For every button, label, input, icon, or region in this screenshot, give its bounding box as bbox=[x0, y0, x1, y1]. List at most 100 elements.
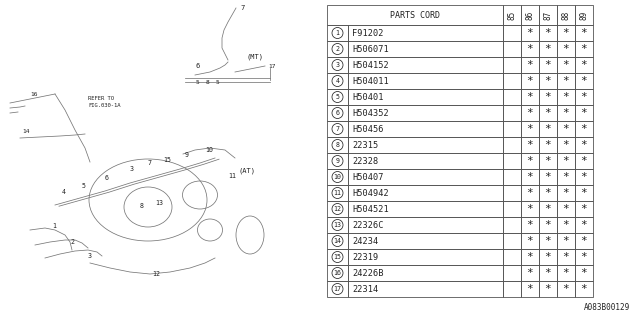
Bar bbox=[327, 169, 348, 185]
Text: 11: 11 bbox=[228, 173, 236, 179]
Bar bbox=[327, 25, 348, 41]
Text: 7: 7 bbox=[240, 5, 244, 11]
Text: *: * bbox=[563, 156, 570, 166]
Text: *: * bbox=[545, 284, 552, 294]
Text: *: * bbox=[527, 44, 533, 54]
Text: *: * bbox=[545, 236, 552, 246]
Bar bbox=[539, 169, 557, 185]
Bar bbox=[327, 201, 348, 217]
Text: 12: 12 bbox=[333, 206, 342, 212]
Bar bbox=[539, 41, 557, 57]
Bar bbox=[539, 57, 557, 73]
Text: *: * bbox=[545, 28, 552, 38]
Text: *: * bbox=[527, 124, 533, 134]
Bar bbox=[521, 169, 539, 185]
Text: H50456: H50456 bbox=[352, 124, 383, 133]
Bar bbox=[521, 201, 539, 217]
Bar bbox=[348, 265, 503, 281]
Bar bbox=[327, 5, 503, 25]
Bar bbox=[557, 265, 575, 281]
Text: *: * bbox=[580, 92, 588, 102]
Text: *: * bbox=[563, 284, 570, 294]
Text: *: * bbox=[580, 28, 588, 38]
Text: *: * bbox=[527, 220, 533, 230]
Text: 24234: 24234 bbox=[352, 236, 378, 245]
Text: 12: 12 bbox=[152, 271, 160, 277]
Bar bbox=[575, 57, 593, 73]
Bar bbox=[557, 73, 575, 89]
Bar bbox=[557, 201, 575, 217]
Text: (AT): (AT) bbox=[238, 167, 255, 173]
Text: 22314: 22314 bbox=[352, 284, 378, 293]
Bar bbox=[348, 153, 503, 169]
Bar bbox=[348, 281, 503, 297]
Bar bbox=[327, 249, 348, 265]
Bar bbox=[539, 217, 557, 233]
Bar bbox=[503, 201, 521, 217]
Bar bbox=[539, 185, 557, 201]
Text: 6: 6 bbox=[335, 110, 339, 116]
Bar bbox=[575, 217, 593, 233]
Text: H504521: H504521 bbox=[352, 204, 388, 213]
Bar bbox=[327, 233, 348, 249]
Bar bbox=[557, 217, 575, 233]
Bar bbox=[503, 217, 521, 233]
Text: *: * bbox=[545, 124, 552, 134]
Text: *: * bbox=[580, 108, 588, 118]
Text: 9: 9 bbox=[335, 158, 339, 164]
Bar bbox=[521, 137, 539, 153]
Text: 9: 9 bbox=[185, 152, 189, 158]
Bar bbox=[521, 105, 539, 121]
Text: *: * bbox=[527, 172, 533, 182]
Bar bbox=[503, 185, 521, 201]
Text: 1: 1 bbox=[52, 223, 56, 229]
Text: *: * bbox=[527, 252, 533, 262]
Text: *: * bbox=[527, 236, 533, 246]
Text: F91202: F91202 bbox=[352, 28, 383, 37]
Bar bbox=[521, 41, 539, 57]
Bar bbox=[521, 5, 539, 25]
Text: 5: 5 bbox=[82, 183, 86, 189]
Text: *: * bbox=[545, 204, 552, 214]
Bar bbox=[348, 217, 503, 233]
Bar bbox=[348, 185, 503, 201]
Bar bbox=[557, 121, 575, 137]
Text: *: * bbox=[563, 236, 570, 246]
Text: *: * bbox=[563, 220, 570, 230]
Bar bbox=[327, 281, 348, 297]
Text: *: * bbox=[545, 252, 552, 262]
Bar bbox=[557, 5, 575, 25]
Bar bbox=[575, 5, 593, 25]
Bar bbox=[521, 217, 539, 233]
Text: *: * bbox=[580, 124, 588, 134]
Bar bbox=[575, 185, 593, 201]
Bar bbox=[539, 5, 557, 25]
Text: *: * bbox=[545, 44, 552, 54]
Bar bbox=[539, 89, 557, 105]
Text: *: * bbox=[545, 140, 552, 150]
Text: *: * bbox=[563, 76, 570, 86]
Bar bbox=[348, 121, 503, 137]
Bar bbox=[348, 169, 503, 185]
Bar bbox=[348, 41, 503, 57]
Text: *: * bbox=[580, 188, 588, 198]
Bar bbox=[503, 57, 521, 73]
Bar bbox=[503, 105, 521, 121]
Bar bbox=[557, 233, 575, 249]
Bar bbox=[503, 265, 521, 281]
Bar bbox=[348, 201, 503, 217]
Text: *: * bbox=[545, 172, 552, 182]
Text: *: * bbox=[580, 44, 588, 54]
Bar bbox=[327, 265, 348, 281]
Bar bbox=[557, 41, 575, 57]
Bar bbox=[557, 89, 575, 105]
Text: *: * bbox=[527, 92, 533, 102]
Text: *: * bbox=[545, 188, 552, 198]
Text: *: * bbox=[527, 76, 533, 86]
Text: *: * bbox=[527, 284, 533, 294]
Text: 5: 5 bbox=[216, 80, 220, 85]
Bar bbox=[327, 153, 348, 169]
Bar bbox=[327, 105, 348, 121]
Bar bbox=[348, 137, 503, 153]
Bar bbox=[327, 121, 348, 137]
